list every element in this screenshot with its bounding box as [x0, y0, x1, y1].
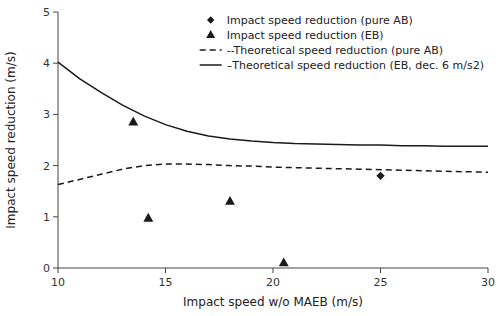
y-tick [53, 63, 58, 64]
x-tick [273, 268, 274, 273]
legend-item: –Theoretical speed reduction (EB, dec. 6… [200, 59, 484, 72]
legend-label: –Theoretical speed reduction (EB, dec. 6… [227, 59, 484, 72]
legend-label: Impact speed reduction (EB) [227, 29, 384, 42]
x-tick-label: 10 [51, 276, 65, 289]
y-tick-label: 5 [43, 6, 50, 19]
chart: 10 15 20 25 30 0 1 2 3 4 5 Impact speed w/o MAEB (m… [0, 0, 500, 316]
legend-symbol [207, 16, 214, 23]
y-axis-label: Impact speed reduction (m/s) [4, 51, 18, 228]
plot-area [58, 62, 488, 266]
line-series [58, 164, 488, 184]
scatter-point [143, 213, 153, 222]
legend-symbol [200, 49, 222, 51]
legend-symbol [200, 64, 222, 66]
y-tick [53, 268, 58, 269]
scatter-point [279, 257, 289, 266]
legend-label: --Theoretical speed reduction (pure AB) [227, 44, 443, 57]
x-axis-label: Impact speed w/o MAEB (m/s) [183, 295, 363, 309]
legend: Impact speed reduction (pure AB) Impact s… [200, 14, 484, 72]
axes: 10 15 20 25 30 0 1 2 3 4 5 [43, 6, 495, 289]
x-tick-label: 20 [266, 276, 280, 289]
x-tick [380, 268, 381, 273]
legend-item: --Theoretical speed reduction (pure AB) [200, 44, 443, 57]
legend-item: Impact speed reduction (pure AB) [207, 14, 413, 27]
y-tick [53, 165, 58, 166]
y-tick-label: 0 [43, 262, 50, 275]
legend-symbol [206, 30, 215, 38]
x-tick-label: 25 [374, 276, 388, 289]
legend-item: Impact speed reduction (EB) [206, 29, 383, 42]
x-tick [488, 268, 489, 273]
y-tick [53, 12, 58, 13]
y-tick [53, 114, 58, 115]
y-tick [53, 216, 58, 217]
legend-label: Impact speed reduction (pure AB) [227, 14, 413, 27]
x-tick-label: 30 [481, 276, 495, 289]
x-tick-label: 15 [159, 276, 173, 289]
y-axis-line [58, 12, 59, 268]
x-tick [165, 268, 166, 273]
scatter-point [376, 172, 384, 180]
y-tick-label: 4 [43, 57, 50, 70]
line-series [58, 62, 488, 146]
x-tick [58, 268, 59, 273]
y-tick-label: 3 [43, 108, 50, 121]
y-tick-label: 1 [43, 211, 50, 224]
scatter-point [128, 117, 138, 126]
scatter-point [225, 196, 235, 205]
y-tick-label: 2 [43, 160, 50, 173]
